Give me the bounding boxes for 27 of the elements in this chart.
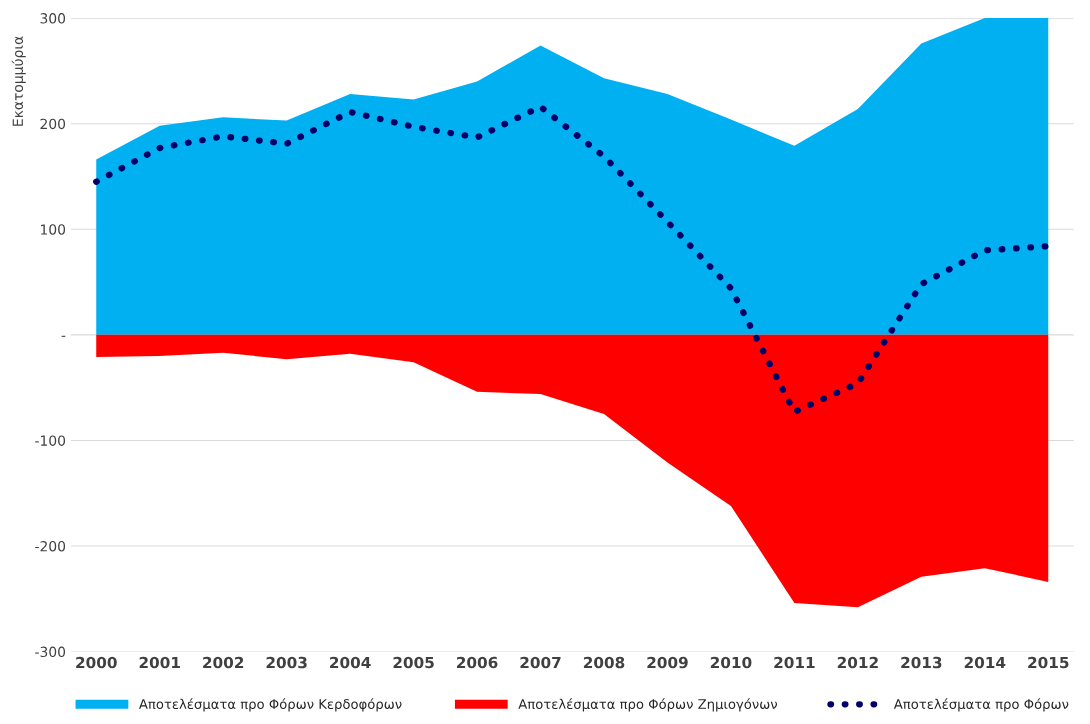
y-tick-label: -200 [35,540,66,552]
x-tick-label: 2015 [1028,656,1069,669]
legend-label: Αποτελέσματα προ Φόρων [893,698,1069,712]
x-tick-label: 2003 [266,656,307,669]
y-tick-label: -100 [35,435,66,446]
legend-label: Αποτελέσματα προ Φόρων Ζημιογόνων [518,698,778,712]
x-tick-label: 2004 [330,656,371,669]
x-tick-label: 2001 [139,656,180,669]
x-tick-label: 2012 [837,656,878,669]
x-tick-label: 2009 [647,656,688,669]
y-tick-label: 200 [40,118,66,130]
y-axis-title: Εκατομμύρια [11,36,26,126]
y-tick-label: 100 [41,224,66,235]
x-tick-label: 2011 [774,656,815,669]
x-tick-label: 2002 [203,656,244,669]
x-tick-label: 2014 [964,656,1006,669]
x-tick-label: 2005 [393,656,434,669]
x-tick-label: 2000 [76,656,117,669]
legend-label: Αποτελέσματα προ Φόρων Κερδοφόρων [138,698,402,712]
y-tick-label: - [61,335,66,337]
x-tick-label: 2008 [583,656,625,669]
x-tick-label: 2010 [710,656,752,669]
x-tick-label: 2007 [520,656,561,669]
y-tick-label: -300 [35,646,66,658]
x-tick-label: 2013 [901,656,942,669]
x-tick-label: 2006 [457,656,498,669]
y-tick-label: 300 [40,13,66,24]
